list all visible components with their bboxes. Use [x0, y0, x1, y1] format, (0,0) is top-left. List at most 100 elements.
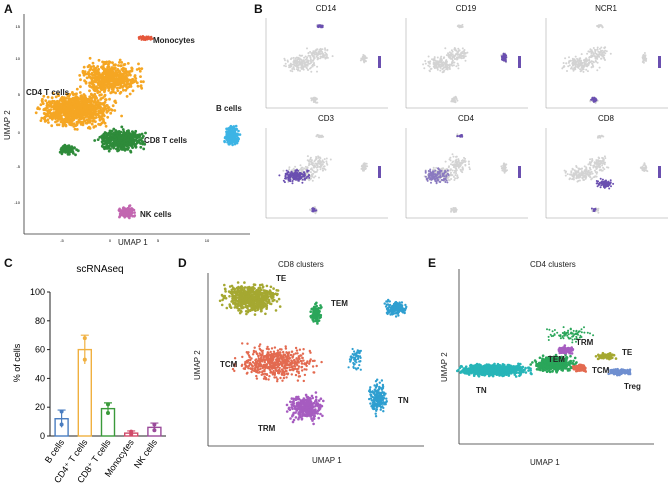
- umap-dot: [316, 70, 318, 73]
- cd4-cell-dot: [62, 105, 66, 108]
- cd4-cell-dot: [106, 115, 110, 119]
- cd8-cell-dot: [144, 131, 147, 135]
- cd4-cell-dot: [99, 98, 103, 101]
- umap-dot: [604, 59, 606, 61]
- cd4-cell-dot: [88, 76, 92, 79]
- cd4-cell-dot: [82, 73, 86, 77]
- cd8-cell-dot: [112, 132, 116, 135]
- umap-dot: [308, 162, 311, 165]
- expr-dot: [301, 181, 304, 184]
- umap-dot: [453, 171, 456, 174]
- expr-dot: [443, 178, 446, 181]
- cd4-cell-dot: [126, 81, 129, 85]
- b-cell-dot: [235, 127, 238, 131]
- umap-dot: [311, 98, 313, 101]
- umap-dot: [310, 70, 313, 73]
- cd4-cell-dot: [124, 77, 128, 81]
- expr-dot: [612, 182, 615, 185]
- umap-dot: [459, 54, 462, 57]
- umap-dot: [312, 172, 315, 175]
- umap-dot: [450, 174, 453, 177]
- cd4-cell-dot: [96, 77, 100, 81]
- umap-dot: [566, 173, 569, 176]
- umap-dot: [574, 67, 577, 70]
- umap-dot: [305, 57, 308, 60]
- cd4-cell-dot: [82, 118, 86, 121]
- cd4-cell-dot: [87, 117, 91, 121]
- umap-dot: [321, 169, 324, 172]
- umap-dot: [452, 175, 455, 178]
- cd4-cell-dot: [105, 84, 108, 88]
- umap-dot: [291, 169, 294, 172]
- umap-dot: [286, 60, 289, 63]
- cd4-cell-dot: [68, 100, 72, 104]
- umap-dot: [468, 166, 471, 169]
- cd4-cell-dot: [108, 97, 111, 101]
- umap-dot: [645, 57, 648, 60]
- umap-dot: [595, 161, 598, 164]
- nk-cell-dot: [125, 213, 128, 217]
- umap-dot: [284, 62, 287, 65]
- expr-dot: [321, 26, 324, 28]
- umap-dot: [575, 166, 578, 169]
- umap-dot: [441, 61, 444, 64]
- cd4-cell-dot: [94, 78, 97, 82]
- cd4-cell-dot: [65, 100, 69, 104]
- expr-dot: [284, 175, 287, 178]
- umap-dot: [294, 165, 297, 168]
- cd4-cell-dot: [119, 90, 123, 94]
- umap-dot: [289, 69, 292, 72]
- umap-dot: [567, 65, 570, 68]
- umap-dot: [461, 161, 464, 164]
- cd4-cell-dot: [107, 85, 111, 89]
- umap-dot: [596, 25, 599, 27]
- umap-dot: [578, 58, 581, 61]
- umap-dot: [461, 166, 464, 169]
- expr-dot: [439, 181, 442, 183]
- nk-cell-dot: [123, 216, 126, 219]
- umap-dot: [585, 60, 588, 63]
- umap-dot: [595, 159, 598, 162]
- umap-dot: [314, 100, 317, 103]
- umap-dot: [587, 163, 590, 166]
- umap-dot: [597, 207, 600, 210]
- expr-dot: [432, 172, 435, 175]
- y-tick-label: 40: [35, 373, 45, 383]
- y-tick-label: 20: [35, 402, 45, 412]
- cd8-cell-dot: [126, 129, 130, 133]
- cd4-cell-dot: [99, 108, 103, 112]
- cd8-cell-dot: [130, 143, 134, 147]
- umap-dot: [314, 171, 317, 173]
- cd4-cell-dot: [142, 80, 145, 84]
- expr-dot: [590, 207, 593, 210]
- umap-dot: [453, 48, 456, 51]
- umap-dot: [600, 46, 603, 49]
- cd4-cell-dot: [65, 109, 69, 113]
- x-tick-label: B cells: [43, 437, 67, 465]
- umap-dot: [571, 57, 574, 60]
- monocyte-dot: [147, 37, 151, 40]
- umap-dot: [464, 59, 467, 62]
- expr-dot: [610, 185, 612, 188]
- umap-dot: [575, 177, 578, 180]
- umap-dot: [463, 49, 466, 51]
- umap-dot: [318, 136, 321, 139]
- umap-dot: [643, 55, 646, 58]
- expr-dot: [443, 175, 446, 178]
- expr-dot: [444, 181, 447, 183]
- marker-title: CD8: [597, 114, 614, 123]
- cd4-cell-dot: [104, 98, 107, 101]
- expr-dot: [285, 169, 288, 172]
- cd4-cell-dot: [74, 124, 78, 127]
- umap-dot: [322, 54, 325, 57]
- monocyte-dot: [143, 36, 146, 39]
- cd8-cell-dot: [131, 130, 134, 134]
- cd8-cell-dot: [100, 140, 104, 144]
- umap-dot: [329, 158, 332, 161]
- umap-dot: [319, 166, 322, 169]
- umap-dot: [448, 68, 451, 70]
- cd4-cell-dot: [62, 98, 66, 101]
- umap-dot: [574, 173, 577, 176]
- umap-dot: [433, 66, 436, 69]
- cd4-cell-dot: [104, 124, 108, 128]
